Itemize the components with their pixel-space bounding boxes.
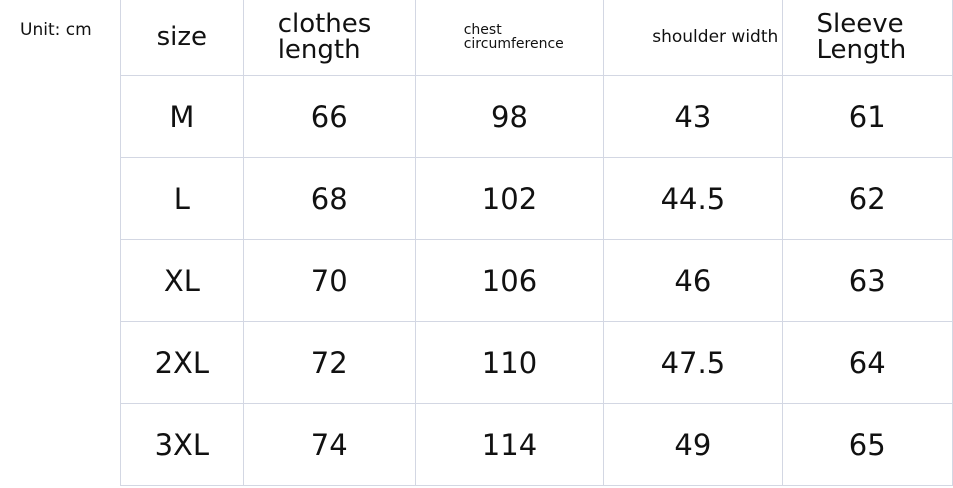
- cell-size: 3XL: [120, 403, 244, 486]
- table-row: XL 70 106 46 63: [120, 239, 953, 322]
- cell-chest-circumference: 114: [414, 403, 605, 486]
- cell-size: XL: [120, 239, 244, 322]
- cell-sleeve-length: 65: [781, 403, 953, 486]
- cell-shoulder-width: 47.5: [603, 321, 783, 404]
- cell-sleeve-length: 63: [781, 239, 953, 322]
- cell-sleeve-length: 64: [781, 321, 953, 404]
- header-shoulder-width: shoulder width: [603, 0, 783, 76]
- cell-chest-circumference: 102: [414, 157, 605, 240]
- cell-clothes-length: 74: [242, 403, 416, 486]
- header-row: size clothes length chest circumference …: [120, 0, 953, 76]
- cell-chest-circumference: 106: [414, 239, 605, 322]
- unit-label: Unit: cm: [20, 20, 92, 40]
- cell-sleeve-length: 62: [781, 157, 953, 240]
- cell-clothes-length: 68: [242, 157, 416, 240]
- cell-clothes-length: 70: [242, 239, 416, 322]
- table-row: 3XL 74 114 49 65: [120, 403, 953, 486]
- header-sleeve-length: Sleeve Length: [781, 0, 953, 76]
- header-clothes-length: clothes length: [242, 0, 416, 76]
- table-row: L 68 102 44.5 62: [120, 157, 953, 240]
- cell-size: M: [120, 75, 244, 158]
- header-chest-circumference: chest circumference: [414, 0, 605, 76]
- header-size: size: [120, 0, 244, 76]
- cell-clothes-length: 66: [242, 75, 416, 158]
- cell-shoulder-width: 49: [603, 403, 783, 486]
- cell-size: L: [120, 157, 244, 240]
- table-row: M 66 98 43 61: [120, 75, 953, 158]
- cell-clothes-length: 72: [242, 321, 416, 404]
- cell-shoulder-width: 46: [603, 239, 783, 322]
- cell-sleeve-length: 61: [781, 75, 953, 158]
- cell-size: 2XL: [120, 321, 244, 404]
- size-chart-table: size clothes length chest circumference …: [120, 0, 953, 486]
- cell-shoulder-width: 44.5: [603, 157, 783, 240]
- cell-chest-circumference: 110: [414, 321, 605, 404]
- cell-chest-circumference: 98: [414, 75, 605, 158]
- cell-shoulder-width: 43: [603, 75, 783, 158]
- table-row: 2XL 72 110 47.5 64: [120, 321, 953, 404]
